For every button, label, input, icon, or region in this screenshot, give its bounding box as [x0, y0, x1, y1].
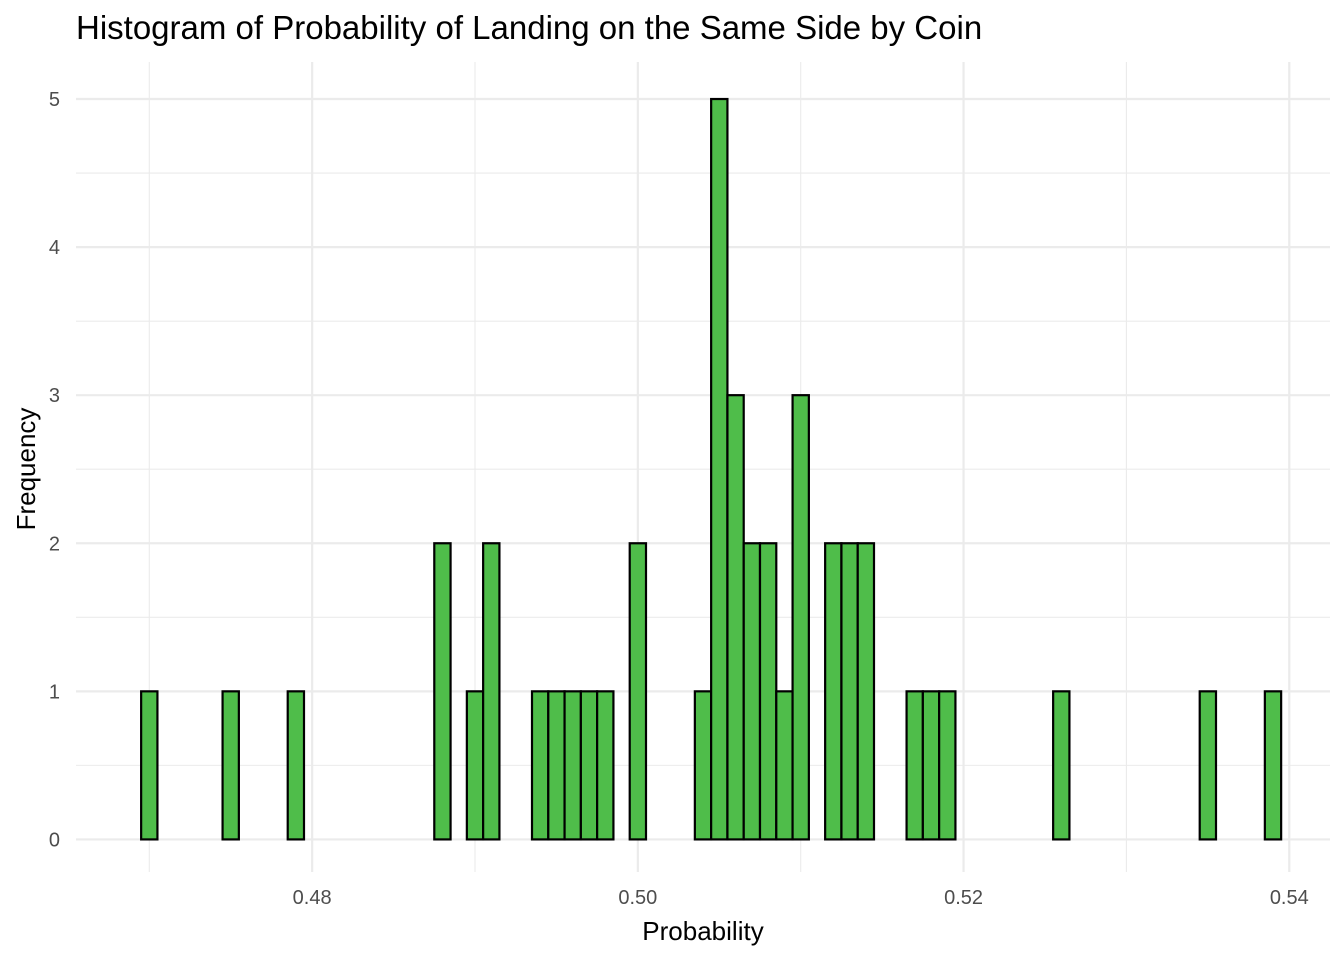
histogram-bar [1198, 690, 1218, 841]
histogram-bar [140, 690, 159, 841]
histogram-bar [530, 690, 550, 841]
histogram-bar [938, 690, 957, 841]
histogram-bar [693, 690, 713, 841]
x-tick-label: 0.54 [1270, 887, 1309, 909]
grid-lines [76, 62, 1330, 872]
y-tick-label: 3 [49, 385, 60, 407]
histogram-bar [596, 690, 615, 841]
y-tick-label: 5 [49, 89, 60, 111]
tick-labels: 0.48 0.50 0.52 0.54 0 1 2 3 4 5 [49, 89, 1309, 909]
histogram-bar [791, 394, 810, 841]
y-tick-label: 1 [49, 681, 60, 703]
y-tick-label: 2 [49, 533, 60, 555]
histogram-bar [905, 690, 924, 841]
histogram-bar [628, 542, 648, 841]
chart-title: Histogram of Probability of Landing on t… [76, 9, 982, 46]
histogram-bar [758, 542, 778, 841]
histogram-bar [856, 542, 876, 841]
x-axis-title: Probability [642, 916, 763, 946]
y-tick-label: 0 [49, 829, 60, 851]
histogram-bar [286, 690, 306, 841]
y-axis-title: Frequency [11, 408, 41, 531]
histogram-bar [775, 690, 794, 841]
x-tick-label: 0.48 [293, 887, 332, 909]
histogram-bar [710, 97, 729, 841]
histogram-bar [221, 690, 240, 841]
histogram-bar [547, 690, 566, 841]
y-tick-label: 4 [49, 237, 60, 259]
histogram-bar [1052, 690, 1071, 841]
histogram-bar [921, 690, 941, 841]
histogram-bar [726, 394, 745, 841]
histogram-bar [840, 542, 859, 841]
histogram-bar [1263, 690, 1283, 841]
histogram-bars [140, 97, 1283, 841]
histogram-bar [465, 690, 485, 841]
histogram-bar [563, 690, 582, 841]
histogram-bar [579, 690, 599, 841]
histogram-bar [433, 542, 452, 841]
histogram-bar [824, 542, 843, 841]
x-tick-label: 0.50 [618, 887, 657, 909]
x-tick-label: 0.52 [944, 887, 983, 909]
histogram-bar [482, 542, 501, 841]
histogram-bar [742, 542, 762, 841]
